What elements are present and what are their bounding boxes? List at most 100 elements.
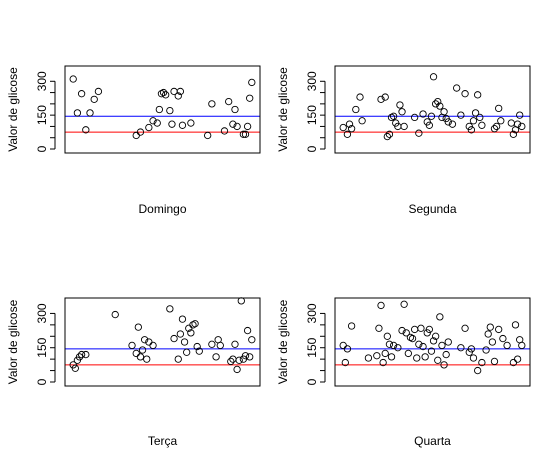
data-point: [176, 330, 185, 338]
data-point: [442, 350, 450, 359]
plot-frame: [334, 297, 531, 387]
data-point: [432, 100, 440, 108]
data-point: [75, 353, 84, 361]
data-point: [178, 121, 187, 129]
plot-frame: [64, 297, 261, 387]
x-axis-label: Segunda: [408, 202, 456, 216]
data-point: [440, 108, 448, 116]
data-point: [159, 88, 168, 97]
data-point: [162, 91, 170, 99]
y-tick-label: 150: [305, 105, 319, 125]
data-point: [233, 365, 241, 374]
data-point: [398, 108, 406, 116]
data-point: [373, 352, 381, 360]
y-axis-label: Valor de glicose: [6, 299, 20, 384]
data-point: [408, 334, 417, 343]
data-point: [383, 132, 391, 141]
data-point: [138, 346, 147, 354]
y-tick-label: 300: [305, 71, 319, 91]
data-point: [509, 130, 518, 138]
data-point: [490, 125, 499, 133]
data-point: [227, 357, 235, 366]
data-point: [436, 313, 444, 321]
data-point: [516, 111, 524, 119]
data-point: [216, 341, 224, 350]
data-point: [427, 112, 436, 120]
data-point: [482, 346, 490, 354]
data-point: [225, 97, 233, 106]
data-point: [343, 130, 352, 138]
data-point: [469, 117, 478, 125]
data-point: [358, 117, 366, 125]
x-axis-label: Quarta: [414, 434, 451, 448]
chart-panel-1: 0 150 300 Valor de glicose Domingo: [6, 65, 261, 216]
data-point: [248, 336, 256, 344]
data-point: [469, 354, 478, 362]
data-point: [398, 326, 406, 335]
data-point: [231, 340, 239, 348]
data-point: [492, 122, 501, 131]
data-point: [248, 78, 256, 87]
data-point: [471, 109, 480, 117]
data-point: [453, 84, 461, 92]
y-tick-label: 0: [305, 378, 319, 385]
data-point: [436, 102, 444, 110]
y-axis-label: Valor de glicose: [276, 67, 290, 152]
data-point: [377, 95, 385, 103]
data-point: [220, 127, 229, 135]
data-point: [419, 342, 427, 351]
data-point: [478, 358, 486, 367]
data-point: [69, 75, 77, 83]
data-point: [73, 109, 82, 117]
data-point: [513, 120, 522, 128]
data-point: [140, 336, 149, 344]
data-point: [233, 122, 241, 131]
data-point: [243, 122, 252, 131]
data-point: [339, 123, 347, 132]
data-point: [404, 349, 412, 358]
data-point: [237, 297, 245, 305]
data-point: [347, 125, 356, 133]
data-point: [343, 345, 352, 353]
data-point: [495, 325, 503, 334]
data-point: [497, 117, 505, 125]
data-point: [467, 345, 476, 353]
data-point: [364, 354, 373, 362]
data-point: [77, 90, 86, 98]
data-point: [170, 334, 178, 343]
y-tick-label: 300: [305, 303, 319, 323]
data-point: [243, 326, 252, 335]
data-point: [241, 130, 250, 138]
data-point: [231, 105, 239, 114]
data-point: [511, 321, 520, 329]
data-point: [166, 106, 174, 115]
data-point: [193, 342, 201, 351]
data-point: [187, 119, 195, 127]
data-point: [389, 112, 398, 120]
y-tick-label: 150: [35, 105, 49, 125]
data-point: [128, 341, 136, 350]
data-point: [495, 104, 503, 113]
data-point: [389, 341, 398, 350]
data-point: [82, 350, 90, 359]
data-point: [429, 337, 438, 345]
data-point: [400, 122, 408, 131]
data-point: [474, 91, 482, 99]
plot-frame: [64, 65, 261, 154]
data-point: [208, 340, 216, 348]
data-point: [427, 347, 436, 355]
data-point: [467, 126, 476, 134]
data-point: [377, 301, 385, 310]
data-point: [345, 120, 354, 128]
data-point: [132, 131, 140, 140]
data-point: [503, 341, 511, 350]
data-point: [132, 349, 140, 358]
data-point: [476, 113, 484, 122]
data-point: [518, 341, 526, 350]
data-point: [432, 332, 440, 340]
data-point: [413, 354, 421, 362]
data-point: [176, 87, 185, 96]
data-point: [394, 344, 402, 352]
data-point: [136, 353, 145, 361]
